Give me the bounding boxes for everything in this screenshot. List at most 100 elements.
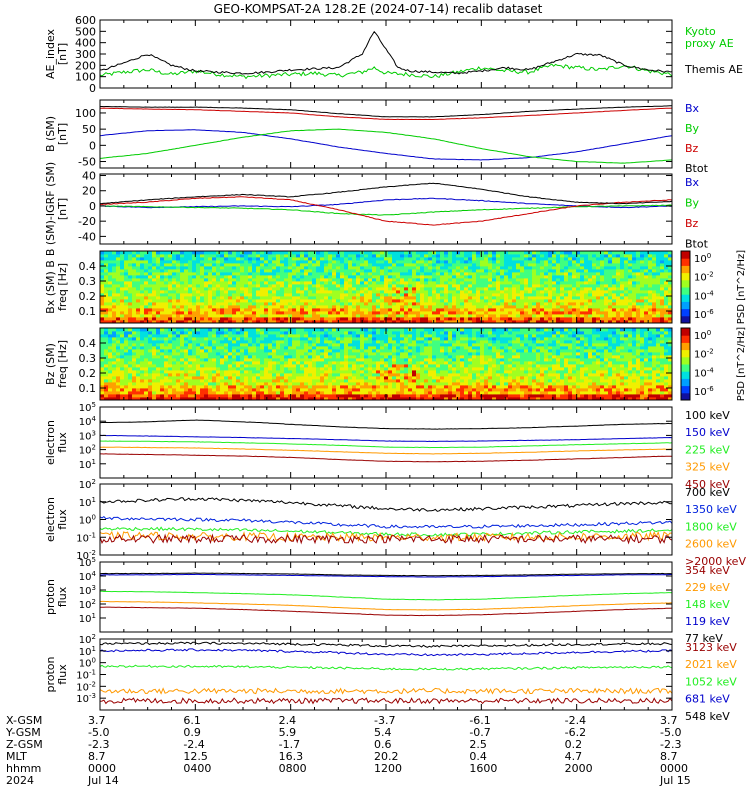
spectrogram-cell	[292, 317, 297, 321]
spectrogram-cell	[188, 272, 193, 276]
spectrogram-cell	[544, 302, 549, 306]
spectrogram-cell	[444, 260, 449, 264]
spectrogram-cell	[300, 388, 305, 392]
spectrogram-cell	[348, 260, 353, 264]
spectrogram-cell	[252, 293, 257, 297]
spectrogram-cell	[520, 263, 525, 267]
spectrogram-cell	[504, 388, 509, 392]
spectrogram-cell	[464, 281, 469, 285]
spectrogram-cell	[432, 254, 437, 258]
spectrogram-cell	[520, 278, 525, 282]
spectrogram-cell	[340, 269, 345, 273]
spectrogram-cell	[428, 266, 433, 270]
spectrogram-cell	[476, 269, 481, 273]
spectrogram-cell	[148, 296, 153, 300]
spectrogram-cell	[140, 281, 145, 285]
spectrogram-cell	[552, 308, 557, 312]
colorbar-tick-label: 100	[694, 252, 711, 265]
y-tick-label: 100	[75, 71, 96, 84]
spectrogram-cell	[156, 263, 161, 267]
spectrogram-cell	[260, 308, 265, 312]
spectrogram-cell	[168, 385, 173, 389]
spectrogram-cell	[164, 302, 169, 306]
spectrogram-cell	[160, 391, 165, 395]
spectrogram-cell	[448, 266, 453, 270]
spectrogram-cell	[164, 305, 169, 309]
spectrogram-cell	[256, 296, 261, 300]
spectrogram-cell	[144, 379, 149, 383]
spectrogram-cell	[544, 263, 549, 267]
spectrogram-cell	[428, 308, 433, 312]
spectrogram-cell	[328, 260, 333, 264]
spectrogram-cell	[208, 266, 213, 270]
spectrogram-cell	[436, 394, 441, 398]
spectrogram-cell	[144, 373, 149, 377]
spectrogram-cell	[248, 373, 253, 377]
colorbar-swatch	[681, 265, 690, 268]
spectrogram-cell	[544, 376, 549, 380]
spectrogram-cell	[192, 296, 197, 300]
spectrogram-cell	[428, 314, 433, 318]
spectrogram-cell	[400, 293, 405, 297]
spectrogram-cell	[632, 308, 637, 312]
spectrogram-cell	[332, 257, 337, 261]
spectrogram-cell	[412, 308, 417, 312]
spectrogram-cell	[344, 373, 349, 377]
spectrogram-cell	[180, 385, 185, 389]
spectrogram-cell	[528, 311, 533, 315]
spectrogram-cell	[136, 266, 141, 270]
spectrogram-cell	[384, 290, 389, 294]
spectrogram-cell	[472, 394, 477, 398]
spectrogram-cell	[428, 269, 433, 273]
spectrogram-cell	[216, 278, 221, 282]
spectrogram-cell	[620, 275, 625, 279]
spectrogram-cell	[404, 397, 409, 401]
spectrogram-cell	[552, 263, 557, 267]
spectrogram-cell	[440, 308, 445, 312]
spectrogram-cell	[652, 397, 657, 401]
spectrogram-cell	[540, 320, 545, 324]
spectrogram-cell	[632, 278, 637, 282]
spectrogram-cell	[344, 299, 349, 303]
spectrogram-cell	[312, 254, 317, 258]
spectrogram-cell	[228, 382, 233, 386]
spectrogram-cell	[424, 391, 429, 395]
spectrogram-cell	[576, 284, 581, 288]
spectrogram-cell	[392, 314, 397, 318]
spectrogram-cell	[336, 296, 341, 300]
spectrogram-cell	[400, 311, 405, 315]
spectrogram-cell	[668, 278, 673, 282]
spectrogram-cell	[644, 266, 649, 270]
spectrogram-cell	[288, 293, 293, 297]
colorbar-swatch	[681, 314, 690, 317]
spectrogram-cell	[240, 391, 245, 395]
spectrogram-cell	[568, 308, 573, 312]
spectrogram-cell	[668, 397, 673, 401]
spectrogram-cell	[544, 311, 549, 315]
colorbar-swatch	[681, 270, 690, 274]
spectrogram-cell	[292, 391, 297, 395]
spectrogram-cell	[116, 260, 121, 264]
spectrogram-cell	[540, 266, 545, 270]
spectrogram-cell	[120, 299, 125, 303]
spectrogram-cell	[108, 266, 113, 270]
spectrogram-cell	[156, 382, 161, 386]
spectrogram-cell	[452, 272, 457, 276]
spectrogram-cell	[120, 391, 125, 395]
spectrogram-cell	[112, 263, 117, 267]
spectrogram-cell	[228, 311, 233, 315]
spectrogram-cell	[368, 275, 373, 279]
spectrogram-cell	[640, 293, 645, 297]
spectrogram-cell	[404, 376, 409, 380]
spectrogram-cell	[136, 317, 141, 321]
spectrogram-cell	[164, 287, 169, 291]
spectrogram-cell	[104, 299, 109, 303]
spectrogram-cell	[208, 254, 213, 258]
spectrogram-cell	[100, 251, 105, 255]
spectrogram-cell	[372, 308, 377, 312]
spectrogram-cell	[460, 317, 465, 321]
spectrogram-cell	[296, 373, 301, 377]
spectrogram-cell	[452, 278, 457, 282]
colorbar-swatch	[681, 308, 690, 311]
spectrogram-cell	[504, 272, 509, 276]
